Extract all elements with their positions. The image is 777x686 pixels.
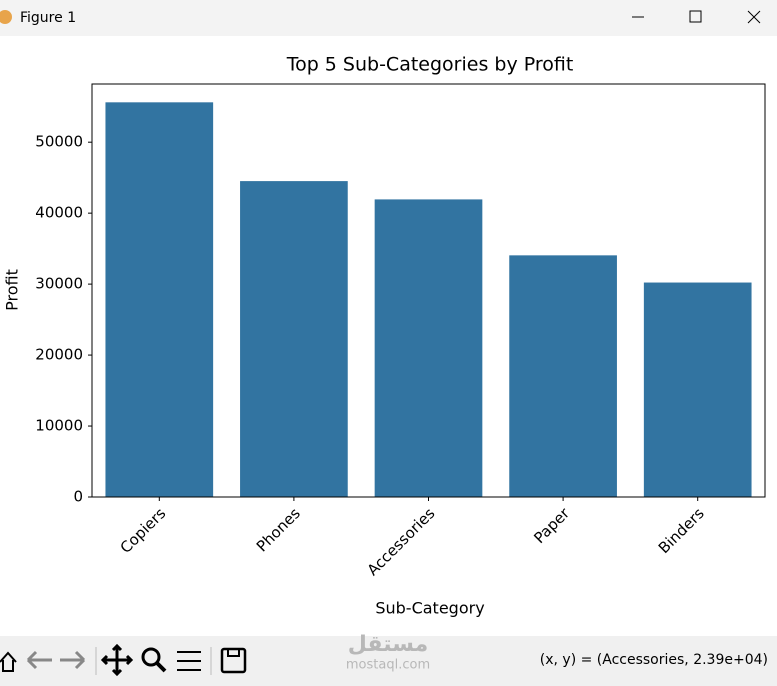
y-tick-label: 50000: [35, 133, 83, 151]
maximize-button[interactable]: [689, 10, 702, 23]
bar: [374, 199, 483, 497]
window-title: Figure 1: [20, 10, 76, 26]
zoom-handle: [155, 661, 167, 673]
bar: [643, 282, 752, 497]
watermark-url: mostaql.com: [346, 658, 430, 673]
x-tick-label: Accessories: [364, 504, 439, 579]
forward-button[interactable]: [60, 650, 86, 670]
x-axis-label: Sub-Category: [375, 599, 484, 618]
plot-area: 0 10000 20000 30000 40000 50000 Copiers Phones A…: [35, 102, 752, 579]
back-button[interactable]: [26, 650, 52, 670]
chart-title: Top 5 Sub-Categories by Profit: [286, 54, 574, 76]
y-tick-label: 20000: [35, 346, 83, 364]
close-button[interactable]: [747, 10, 761, 24]
watermark: مستقل: [348, 632, 428, 657]
bar: [105, 102, 214, 497]
x-tick-label: Binders: [655, 504, 708, 557]
home-button[interactable]: [0, 651, 17, 672]
y-tick-label: 30000: [35, 275, 83, 293]
x-tick-label: Phones: [253, 504, 304, 555]
y-tick-label: 0: [73, 488, 83, 506]
configure-button[interactable]: [177, 651, 201, 671]
y-tick-label: 10000: [35, 417, 83, 435]
app-icon: [0, 10, 12, 24]
zoom-button[interactable]: [141, 647, 161, 667]
y-axis-label: Profit: [3, 269, 22, 311]
axes-frame: [91, 83, 766, 498]
title-bar: [0, 0, 777, 36]
pan-button[interactable]: [100, 643, 134, 677]
x-tick-label: Copiers: [117, 504, 170, 557]
bar: [509, 255, 617, 497]
save-icon-part: [227, 648, 240, 657]
status-text: (x, y) = (Accessories, 2.39e+04): [540, 652, 768, 668]
y-tick-label: 40000: [35, 204, 83, 222]
x-tick-label: Paper: [530, 504, 573, 547]
bar: [240, 181, 348, 497]
